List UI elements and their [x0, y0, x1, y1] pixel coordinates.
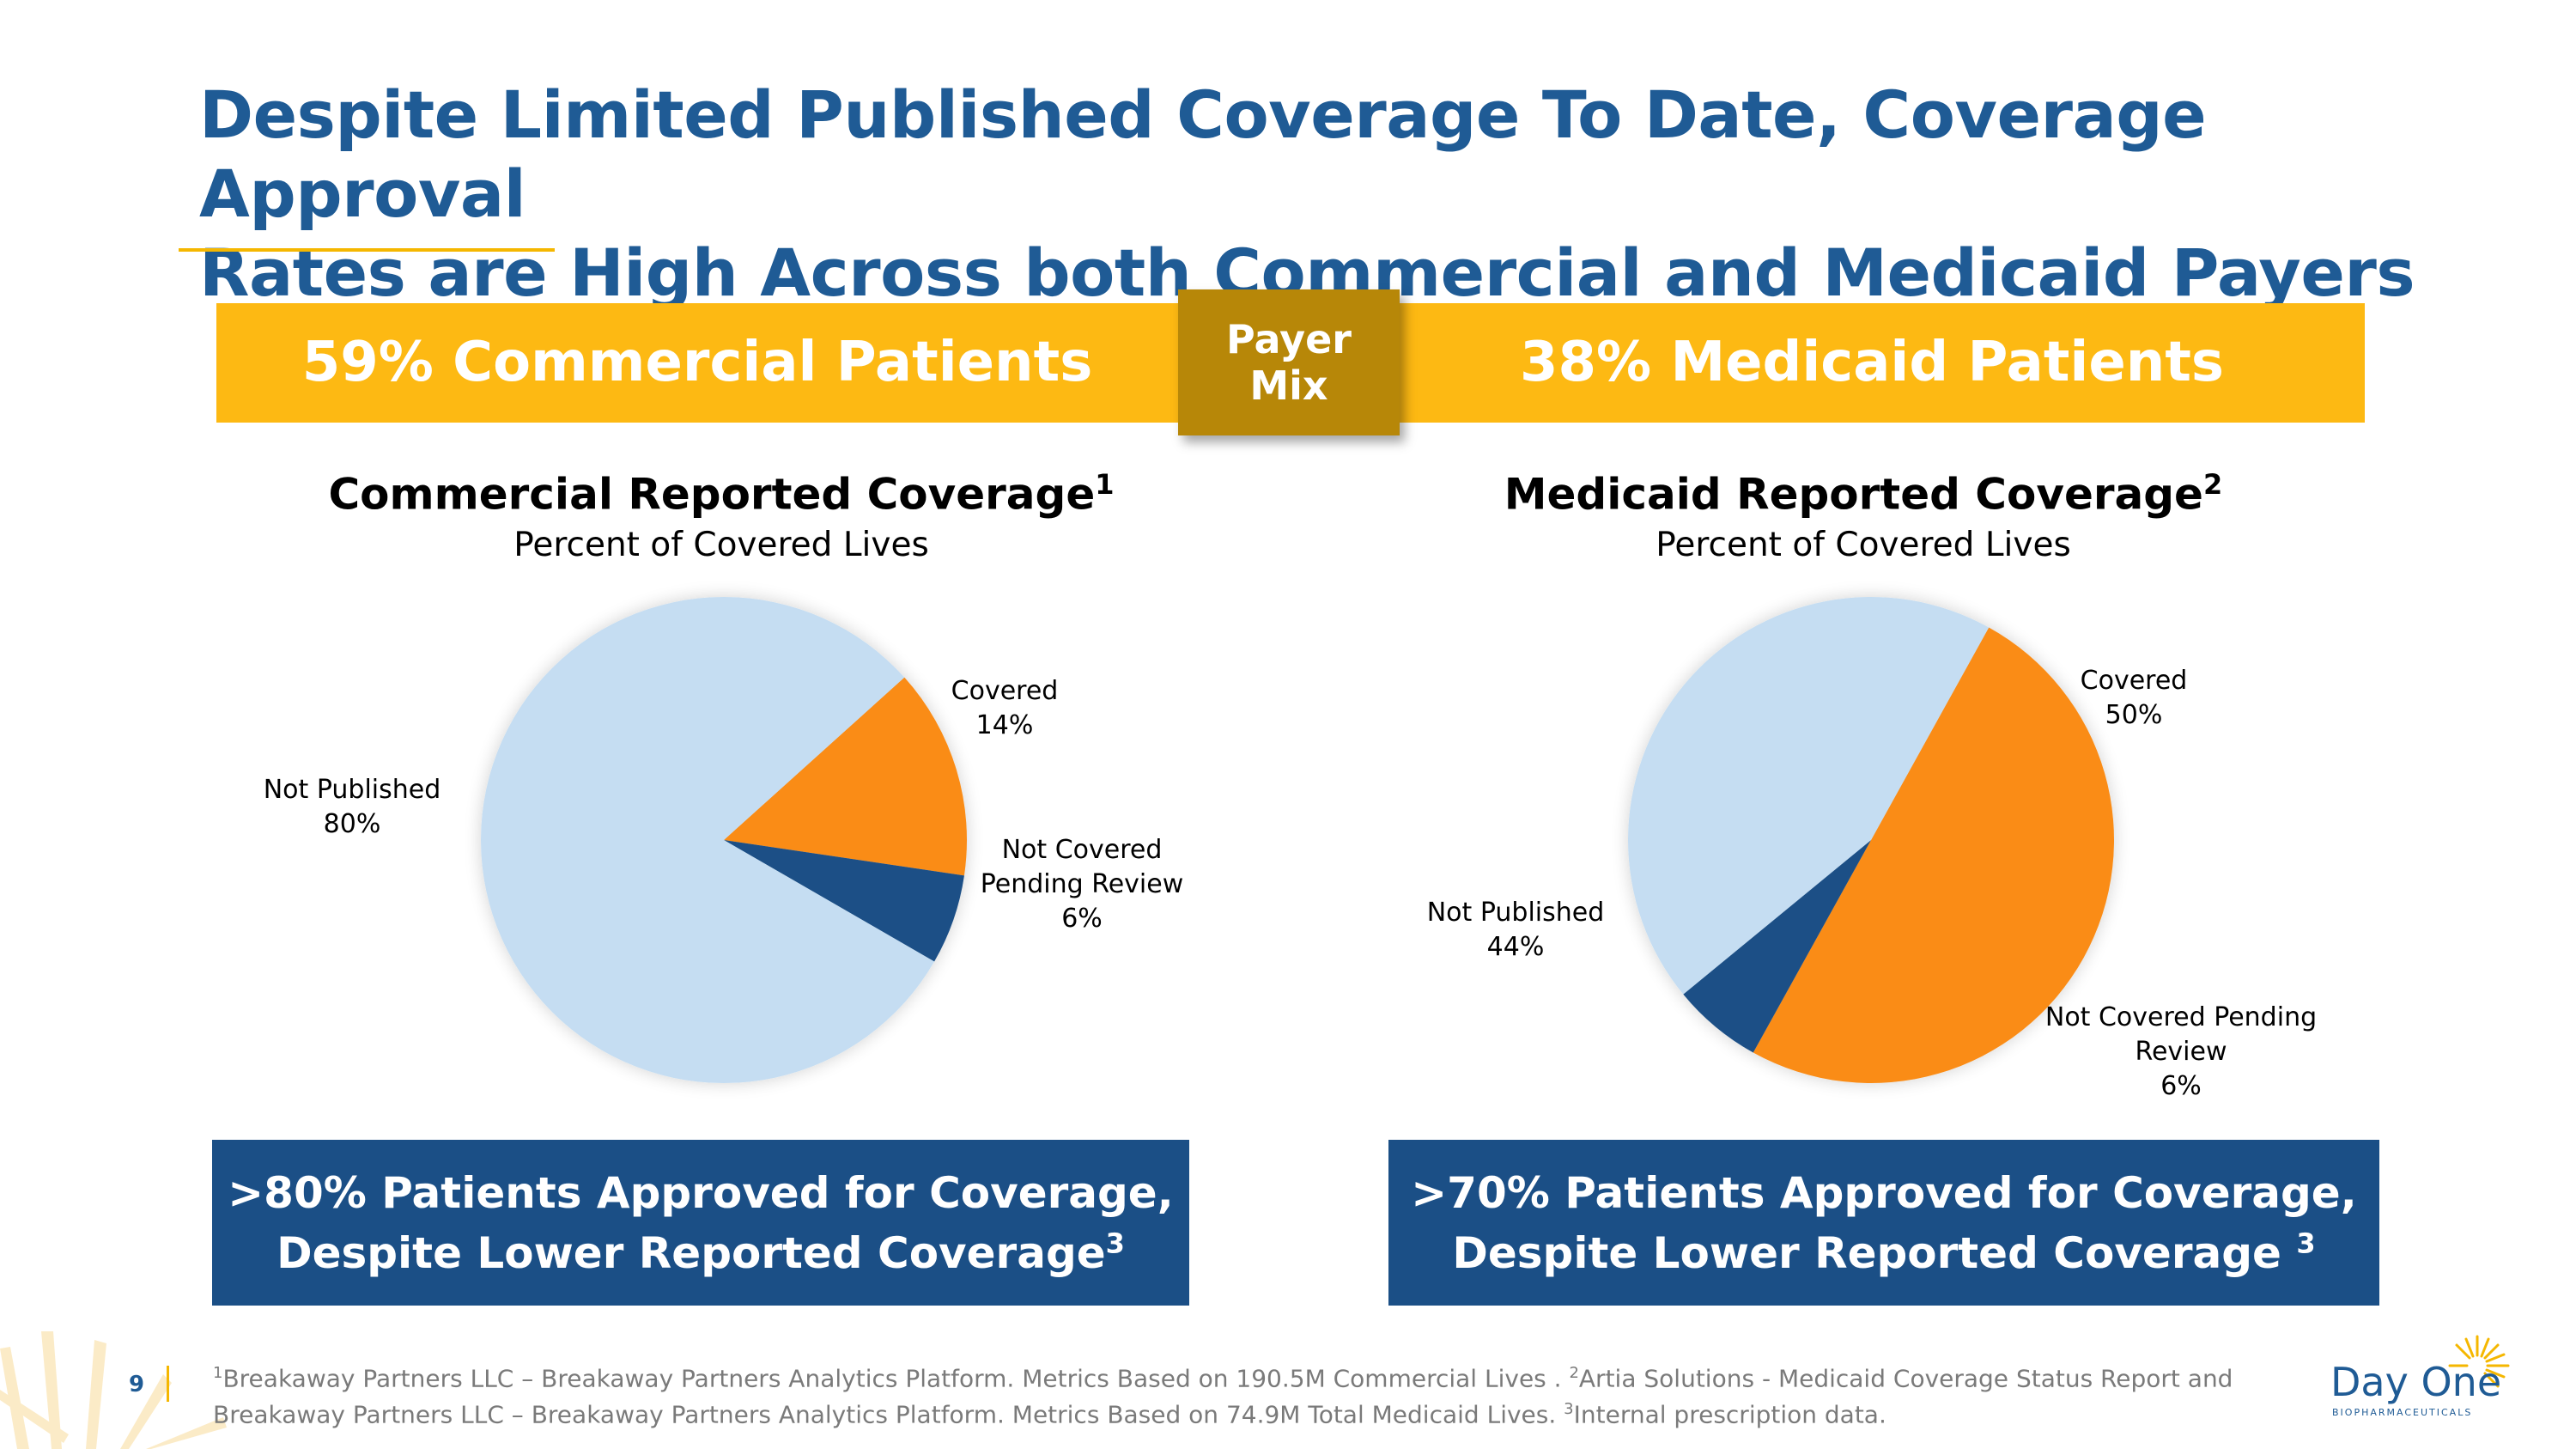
- payer-mix-line-2: Mix: [1249, 362, 1328, 409]
- page-title: Despite Limited Published Coverage To Da…: [199, 76, 2432, 313]
- commercial-not-covered-label-name2: Pending Review: [980, 869, 1184, 899]
- medicaid-not-covered-label-name: Not Covered Pending: [2044, 1002, 2318, 1032]
- commercial-callout-line-1: >80% Patients Approved for Coverage,: [228, 1167, 1174, 1218]
- medicaid-callout-sup: 3: [2296, 1226, 2316, 1259]
- medicaid-not-published-label-value: 44%: [1486, 932, 1545, 962]
- title-underline: [179, 248, 555, 252]
- commercial-covered-label: Covered 14%: [936, 674, 1073, 743]
- commercial-banner-text: 59% Commercial Patients: [301, 331, 1093, 394]
- payer-mix-line-1: Payer: [1226, 316, 1352, 362]
- commercial-chart-title-text: Commercial Reported Coverage: [328, 469, 1096, 520]
- page-number-divider: [167, 1366, 169, 1402]
- commercial-not-published-label-value: 80%: [323, 809, 381, 839]
- commercial-not-published-label: Not Published 80%: [249, 773, 455, 842]
- commercial-chart-subtitle: Percent of Covered Lives: [513, 526, 929, 564]
- medicaid-chart-title-text: Medicaid Reported Coverage: [1504, 469, 2203, 520]
- medicaid-not-covered-label: Not Covered Pending Review 6%: [2044, 1001, 2318, 1104]
- payer-mix-badge: Payer Mix: [1178, 289, 1400, 435]
- page-number: 9: [129, 1372, 145, 1397]
- commercial-approval-callout: >80% Patients Approved for Coverage, Des…: [212, 1140, 1189, 1306]
- footnote-sup-3: 3: [1564, 1400, 1574, 1419]
- medicaid-chart-title: Medicaid Reported Coverage2: [1400, 468, 2327, 520]
- medicaid-chart-subtitle: Percent of Covered Lives: [1656, 526, 2071, 564]
- footnote-sup-2: 2: [1569, 1364, 1579, 1382]
- commercial-not-published-label-name: Not Published: [263, 775, 441, 805]
- commercial-callout-sup: 3: [1105, 1226, 1125, 1259]
- day-one-logo-text: Day One: [2330, 1359, 2502, 1405]
- medicaid-banner: 38% Medicaid Patients: [1379, 303, 2365, 423]
- medicaid-covered-label: Covered 50%: [2061, 664, 2207, 733]
- medicaid-approval-callout: >70% Patients Approved for Coverage, Des…: [1388, 1140, 2379, 1306]
- footnote-text-3: Internal prescription data.: [1573, 1400, 1886, 1429]
- commercial-chart-title: Commercial Reported Coverage1: [258, 468, 1185, 520]
- medicaid-pie: [1628, 596, 2115, 1084]
- medicaid-not-published-label-name: Not Published: [1426, 898, 1605, 928]
- medicaid-covered-label-name: Covered: [2080, 666, 2188, 696]
- footnote-text-1: Breakaway Partners LLC – Breakaway Partn…: [222, 1364, 1570, 1393]
- commercial-callout-line-2-text: Despite Lower Reported Coverage: [276, 1227, 1106, 1278]
- commercial-pie-slice-not-published: [481, 597, 935, 1084]
- commercial-not-covered-label-value: 6%: [1061, 904, 1103, 934]
- medicaid-callout-line-2-text: Despite Lower Reported Coverage: [1452, 1227, 2281, 1278]
- medicaid-pie-slice-not-covered: [1683, 840, 1871, 1053]
- commercial-pie-slice-covered: [724, 677, 967, 876]
- sunburst-decoration-icon: [0, 1331, 227, 1449]
- footnote-text-2: Artia Solutions - Medicaid Coverage Stat…: [213, 1364, 2233, 1429]
- footnotes: 1Breakaway Partners LLC – Breakaway Part…: [213, 1358, 2308, 1431]
- medicaid-callout-line-1: >70% Patients Approved for Coverage,: [1411, 1167, 2357, 1218]
- medicaid-chart-title-sup: 2: [2202, 468, 2223, 501]
- commercial-chart-title-sup: 1: [1095, 468, 1115, 501]
- commercial-not-covered-label: Not Covered Pending Review 6%: [962, 833, 1202, 936]
- medicaid-pie-slice-covered: [1753, 627, 2115, 1084]
- medicaid-pie-slice-not-published: [1628, 596, 1990, 995]
- footnote-sup-1: 1: [213, 1364, 223, 1382]
- title-line-1: Despite Limited Published Coverage To Da…: [199, 76, 2207, 232]
- commercial-covered-label-value: 14%: [975, 710, 1034, 740]
- medicaid-not-covered-label-name2: Review: [2135, 1037, 2227, 1067]
- medicaid-covered-label-value: 50%: [2105, 700, 2163, 730]
- commercial-pie: [481, 597, 967, 1084]
- commercial-covered-label-name: Covered: [951, 676, 1059, 706]
- day-one-logo-subtext: BIOPHARMACEUTICALS: [2332, 1407, 2473, 1418]
- commercial-banner: 59% Commercial Patients: [216, 303, 1178, 423]
- commercial-pie-slice-not-covered: [724, 840, 964, 962]
- medicaid-callout-line-2: Despite Lower Reported Coverage 3: [1388, 1223, 2379, 1283]
- medicaid-not-covered-label-value: 6%: [2160, 1071, 2202, 1101]
- commercial-not-covered-label-name: Not Covered: [1001, 835, 1163, 865]
- day-one-sun-logo-icon: [2448, 1335, 2510, 1388]
- medicaid-not-published-label: Not Published 44%: [1413, 896, 1619, 965]
- medicaid-banner-text: 38% Medicaid Patients: [1519, 331, 2225, 394]
- commercial-callout-line-2: Despite Lower Reported Coverage3: [212, 1223, 1189, 1283]
